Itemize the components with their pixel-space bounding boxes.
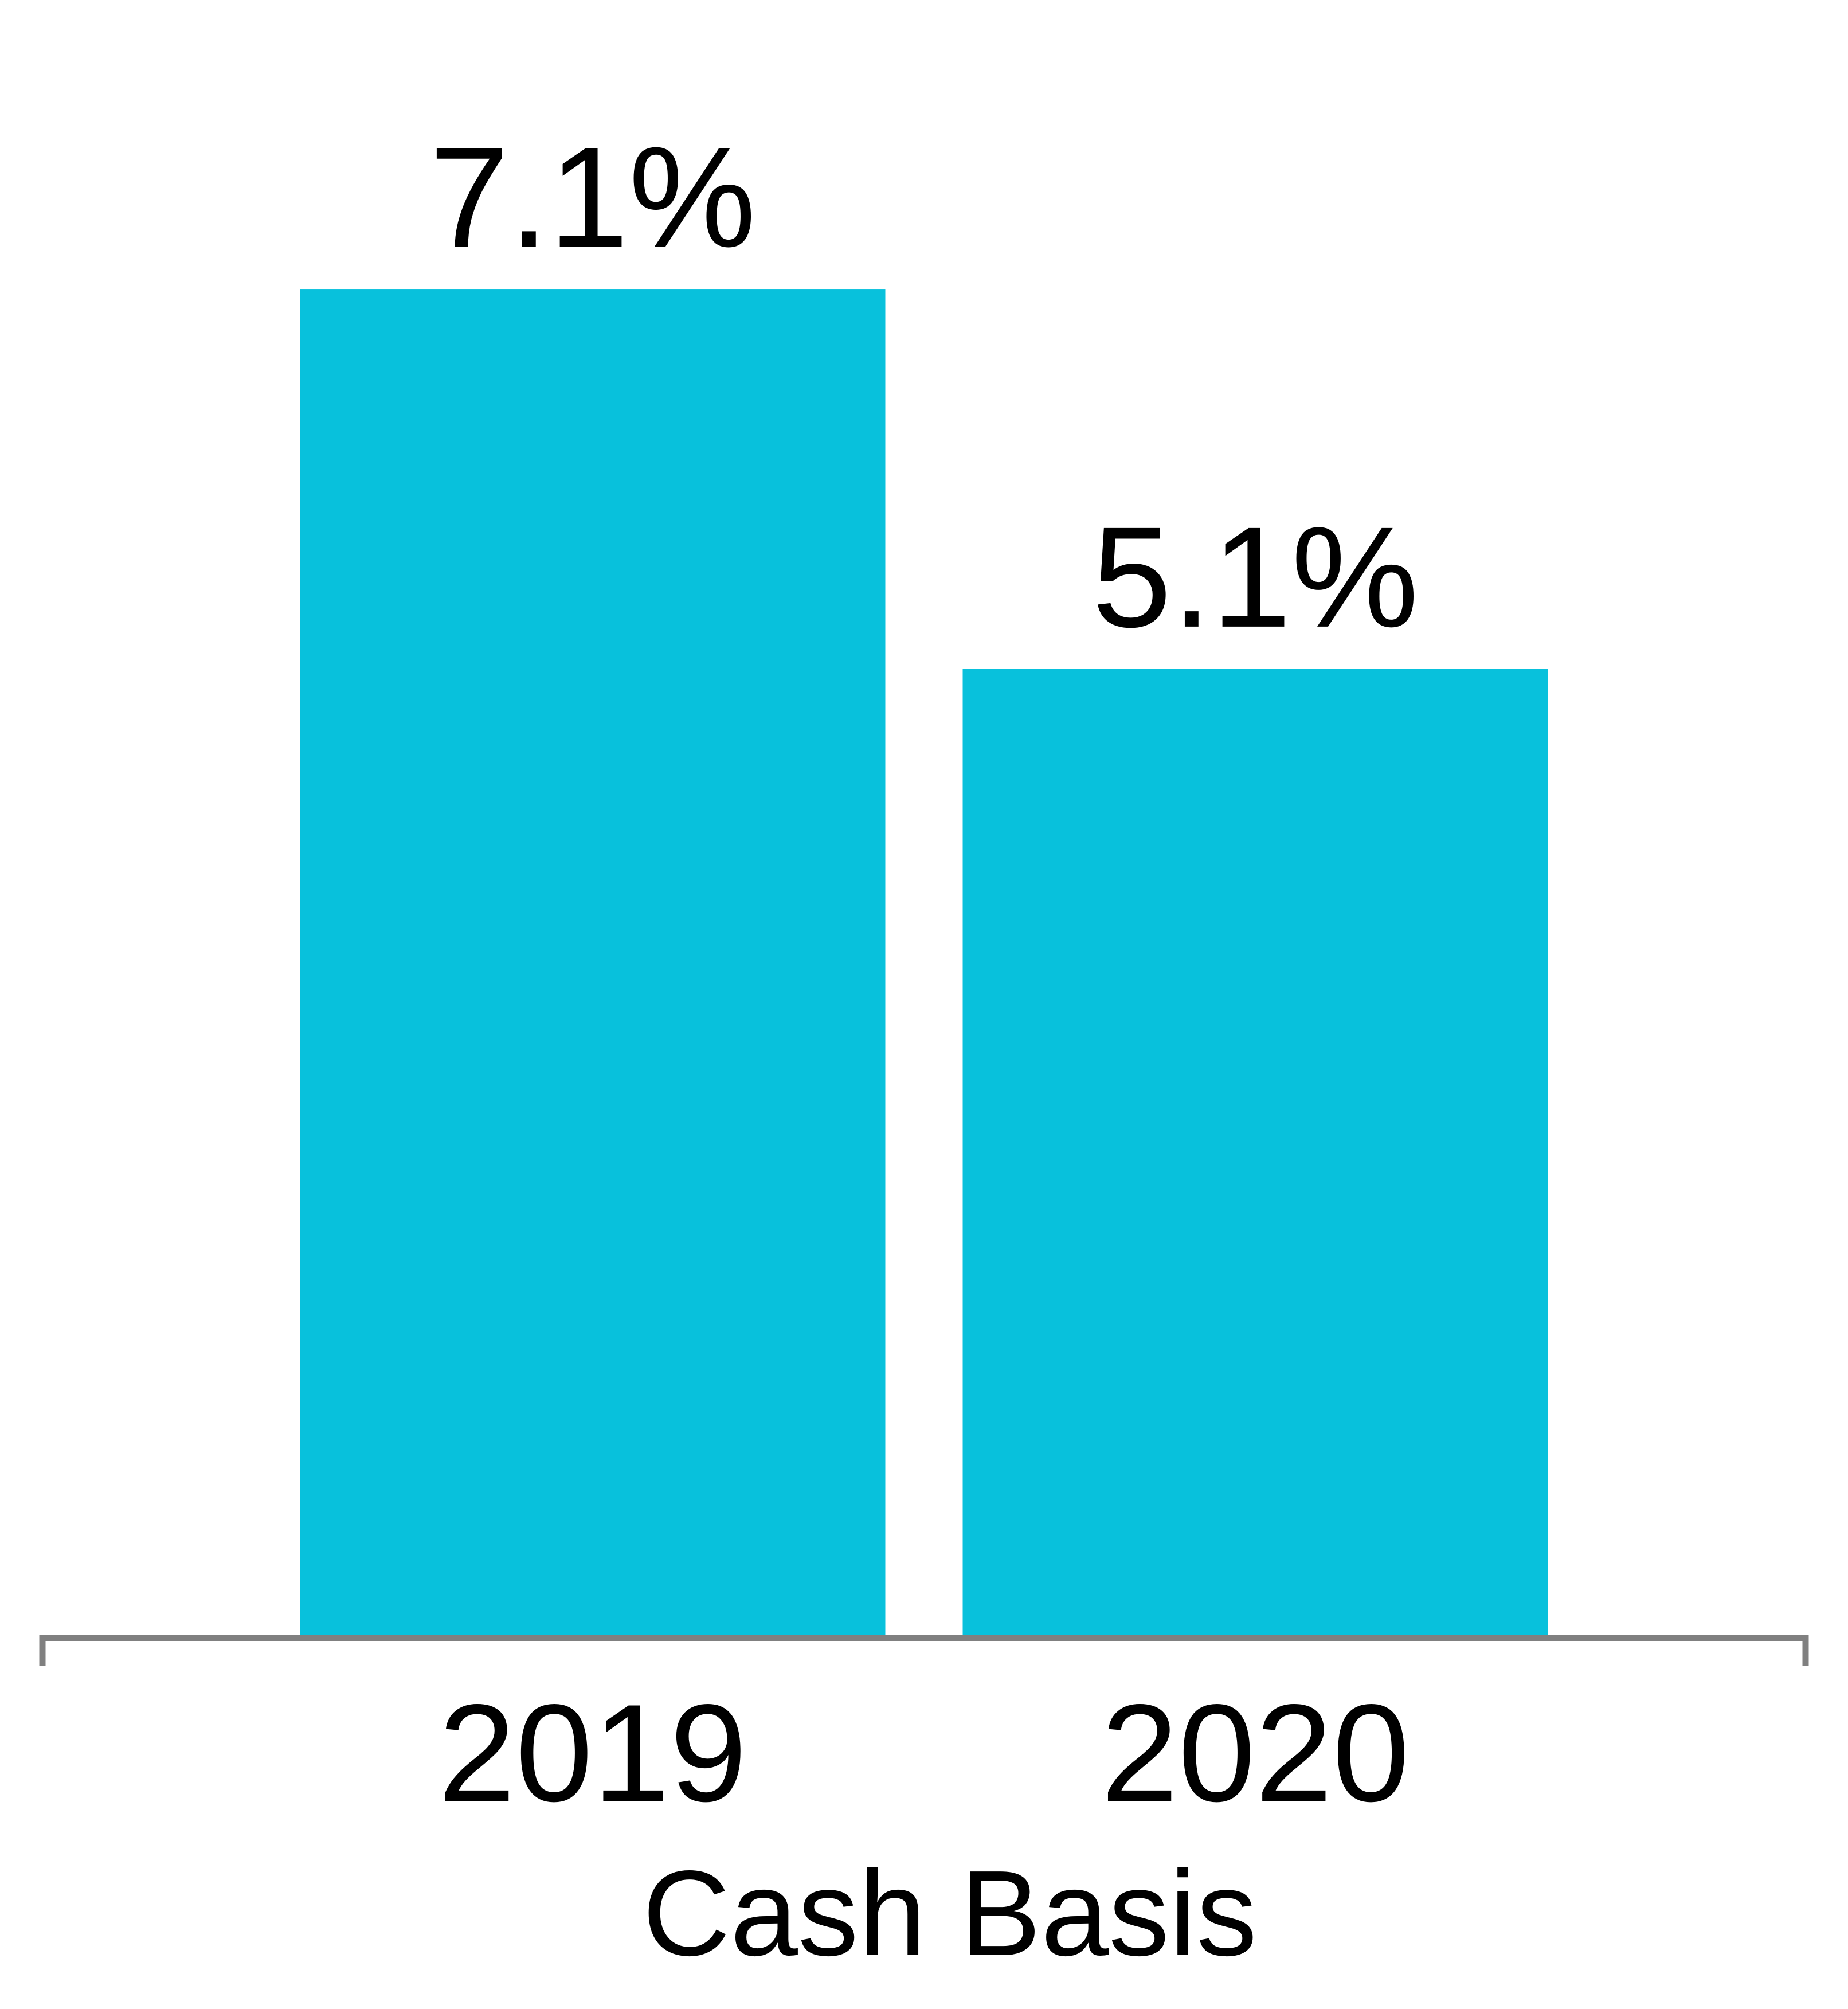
value-label: 5.1% xyxy=(1092,497,1419,657)
x-tick-label: 2020 xyxy=(1101,1676,1410,1831)
x-axis xyxy=(39,1635,1809,1666)
x-tick-label: 2019 xyxy=(438,1676,747,1831)
value-label: 7.1% xyxy=(429,117,756,277)
bar xyxy=(962,669,1548,1638)
bar xyxy=(300,289,886,1638)
x-axis-label: Cash Basis xyxy=(643,1845,1257,1981)
